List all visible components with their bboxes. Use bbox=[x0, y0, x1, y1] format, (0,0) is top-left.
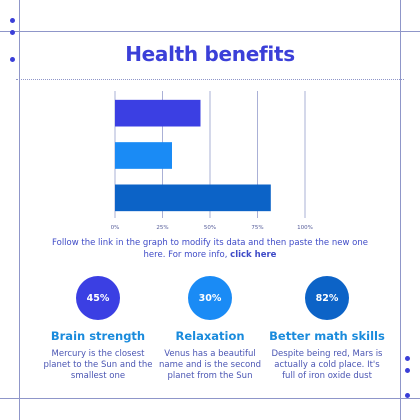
bar bbox=[115, 142, 172, 169]
decor-dot bbox=[405, 393, 410, 398]
x-tick-label: 100% bbox=[297, 225, 313, 231]
x-tick-label: 75% bbox=[251, 225, 263, 231]
click-here-link[interactable]: click here bbox=[230, 250, 277, 260]
frame-line-right bbox=[400, 0, 401, 420]
stat-better-math-skills: 82% Better math skills Despite being red… bbox=[267, 276, 387, 382]
stat-description: Venus has a beautiful name and is the se… bbox=[159, 349, 261, 381]
bar-chart[interactable]: 0% 25% 50% 75% 100% bbox=[0, 0, 420, 240]
decor-dot bbox=[10, 18, 15, 23]
stat-percentage-circle: 45% bbox=[76, 276, 120, 320]
stat-percentage-circle: 30% bbox=[188, 276, 232, 320]
frame-line-top bbox=[0, 31, 420, 32]
frame-line-bottom bbox=[0, 398, 420, 399]
stat-description: Mercury is the closest planet to the Sun… bbox=[43, 349, 153, 381]
chart-caption: Follow the link in the graph to modify i… bbox=[40, 237, 380, 261]
decor-dot bbox=[405, 356, 410, 361]
x-tick-label: 0% bbox=[111, 225, 120, 231]
stat-description: Despite being red, Mars is actually a co… bbox=[271, 349, 383, 381]
stat-percentage-circle: 82% bbox=[305, 276, 349, 320]
x-tick-label: 25% bbox=[156, 225, 168, 231]
decor-dot bbox=[10, 57, 15, 62]
bar bbox=[115, 99, 201, 127]
title-divider bbox=[16, 79, 404, 80]
stat-title: Brain strength bbox=[50, 329, 146, 343]
caption-text: Follow the link in the graph to modify i… bbox=[52, 238, 368, 260]
frame-line-left bbox=[19, 0, 20, 420]
stat-relaxation: 30% Relaxation Venus has a beautiful nam… bbox=[150, 276, 270, 382]
bar bbox=[115, 184, 271, 212]
stat-title: Relaxation bbox=[175, 329, 245, 343]
stat-title: Better math skills bbox=[269, 329, 385, 343]
page-title: Health benefits bbox=[125, 42, 295, 66]
decor-dot bbox=[10, 30, 15, 35]
decor-dot bbox=[405, 368, 410, 373]
x-tick-label: 50% bbox=[204, 225, 216, 231]
stat-brain-strength: 45% Brain strength Mercury is the closes… bbox=[38, 276, 158, 382]
